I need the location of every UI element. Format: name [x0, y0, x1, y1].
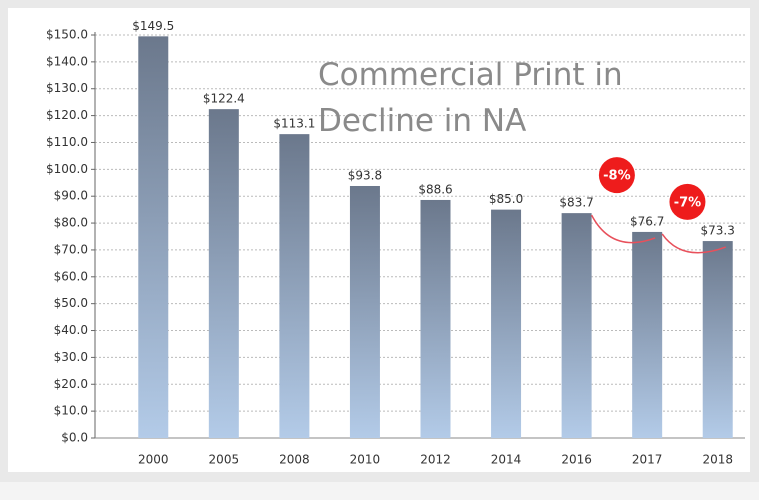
change-badge [669, 183, 706, 220]
bar [279, 134, 310, 438]
bar [208, 109, 239, 438]
bar [138, 36, 169, 439]
y-tick-label: $0.0 [61, 431, 88, 445]
annotation: -8% [603, 169, 630, 184]
change-connector [590, 214, 656, 244]
footer-strip [0, 482, 759, 500]
change-connector [661, 233, 726, 254]
bar [491, 209, 522, 438]
y-tick-label: $140.0 [46, 54, 88, 68]
chart-title: Commercial Print in Decline in NA [318, 57, 623, 139]
y-tick-label: $150.0 [46, 28, 88, 42]
y-tick-label: $40.0 [54, 323, 88, 337]
x-tick-label: 2005 [209, 453, 240, 467]
y-tick-label: $30.0 [54, 350, 88, 364]
bar [561, 213, 592, 438]
y-tick-label: $20.0 [54, 377, 88, 391]
bar [632, 231, 663, 438]
data-label: $149.5 [132, 19, 174, 33]
data-label: $122.4 [203, 92, 245, 106]
x-tick-label: 2017 [632, 453, 663, 467]
y-tick-label: $130.0 [46, 81, 88, 95]
x-tick-label: 2010 [350, 453, 381, 467]
bar [702, 241, 733, 438]
x-tick-label: 2018 [702, 453, 733, 467]
x-tick-label: 2000 [138, 453, 169, 467]
annotation: -7% [674, 195, 701, 210]
y-tick-label: $50.0 [54, 296, 88, 310]
data-label: $113.1 [273, 117, 315, 131]
data-label: $73.3 [701, 224, 735, 238]
x-tick-label: 2016 [561, 453, 592, 467]
x-tick-label: 2012 [420, 453, 451, 467]
y-tick-label: $100.0 [46, 162, 88, 176]
y-tick-label: $60.0 [54, 269, 88, 283]
bar [420, 199, 451, 438]
data-label: $88.6 [418, 182, 452, 196]
x-tick-label: 2008 [279, 453, 310, 467]
y-tick-label: $70.0 [54, 242, 88, 256]
y-tick-label: $120.0 [46, 108, 88, 122]
y-tick-label: $90.0 [54, 189, 88, 203]
data-label: $85.0 [489, 192, 523, 206]
data-label: $93.8 [348, 168, 382, 182]
y-tick-label: $10.0 [54, 404, 88, 418]
y-tick-label: $110.0 [46, 135, 88, 149]
y-tick-label: $80.0 [54, 216, 88, 230]
x-tick-label: 2014 [491, 453, 522, 467]
change-badge [598, 157, 635, 194]
bar [349, 185, 380, 438]
data-label: $83.7 [559, 196, 593, 210]
data-label: $76.7 [630, 214, 664, 228]
